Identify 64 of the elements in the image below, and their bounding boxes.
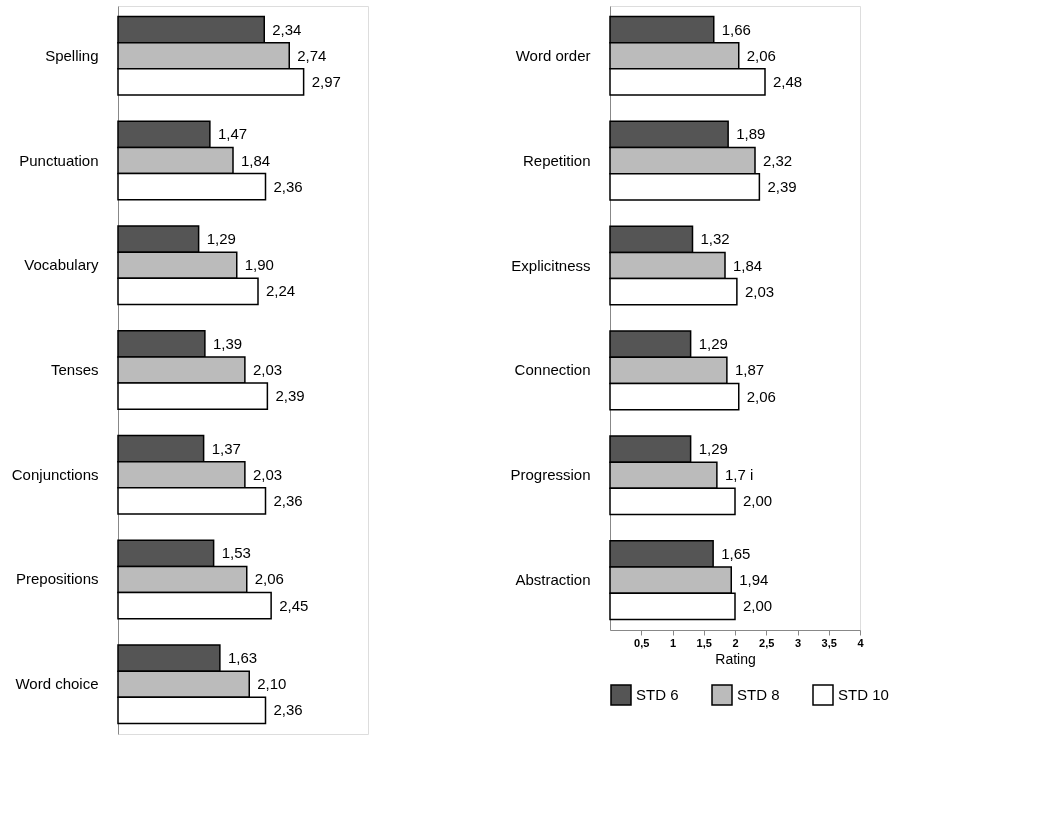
data-label: 1,94 xyxy=(739,571,769,589)
data-label: 1,29 xyxy=(206,230,236,248)
data-label: 1,66 xyxy=(721,20,751,38)
y-tick-label: Word order xyxy=(515,46,591,64)
data-label: 2,32 xyxy=(763,151,793,169)
data-label: 2,36 xyxy=(273,701,303,719)
x-tick-label: 4 xyxy=(857,636,865,649)
data-label: 1,87 xyxy=(734,361,765,379)
x-tick-label: 1 xyxy=(669,636,677,649)
data-label: 2,74 xyxy=(297,46,327,64)
y-tick-label: Abstraction xyxy=(515,571,591,589)
data-label: 1,37 xyxy=(211,439,241,457)
data-label: 2,39 xyxy=(767,177,797,195)
data-label: 2,03 xyxy=(252,465,283,483)
y-tick-label: Tenses xyxy=(50,361,99,378)
data-label: 1,89 xyxy=(736,125,766,143)
data-label: 1,63 xyxy=(227,649,258,667)
data-label: 1,84 xyxy=(241,151,271,169)
y-tick-label: Repetition xyxy=(522,151,591,169)
y-tick-label: Punctuation xyxy=(19,151,99,169)
x-tick-label: 0,5 xyxy=(634,636,650,649)
y-tick-label: Spelling xyxy=(45,46,99,64)
data-label: 2,00 xyxy=(743,492,773,510)
y-tick-label: Explicitness xyxy=(511,256,591,274)
data-label: 2,24 xyxy=(266,282,296,300)
x-tick-label: 2 xyxy=(732,636,739,649)
data-label: 1,53 xyxy=(221,544,251,562)
legend-label: STD 10 xyxy=(838,686,889,703)
data-label: 1,29 xyxy=(698,335,728,353)
data-label: 1,32 xyxy=(700,230,730,248)
data-label: 2,36 xyxy=(273,491,303,509)
y-tick-label: Vocabulary xyxy=(24,256,99,274)
legend-label: STD 8 xyxy=(737,686,780,703)
data-label: 2,97 xyxy=(311,72,341,90)
x-tick-label: 3,5 xyxy=(821,636,837,649)
data-label: 1,47 xyxy=(217,125,248,143)
x-axis-title: Rating xyxy=(715,650,756,667)
data-label: 2,10 xyxy=(257,675,287,693)
data-label: 2,03 xyxy=(744,282,775,300)
data-label: 2,00 xyxy=(743,597,773,615)
data-label: 1,39 xyxy=(212,334,243,352)
y-tick-label: Conjunctions xyxy=(11,465,99,483)
data-label: 2,45 xyxy=(279,596,309,614)
x-tick-label: 1,5 xyxy=(696,636,712,649)
data-label: 1,29 xyxy=(698,440,728,458)
data-label: 2,06 xyxy=(746,387,776,405)
data-label: 2,36 xyxy=(273,177,303,195)
data-label: 2,34 xyxy=(272,20,302,38)
legend-label: STD 6 xyxy=(636,686,679,703)
data-label: 2,06 xyxy=(746,46,776,64)
data-label: 1,84 xyxy=(733,256,763,274)
y-tick-label: Prepositions xyxy=(15,570,99,588)
data-label: 1,65 xyxy=(721,544,751,562)
data-label: 1,7 i xyxy=(724,466,754,484)
data-label: 2,06 xyxy=(254,570,284,588)
data-label: 2,03 xyxy=(252,361,283,378)
data-label: 2,39 xyxy=(275,387,305,405)
y-tick-label: Progression xyxy=(510,466,591,484)
y-tick-label: Connection xyxy=(514,361,591,379)
x-tick-label: 3 xyxy=(794,636,802,649)
x-tick-label: 2,5 xyxy=(759,636,775,649)
data-label: 2,48 xyxy=(773,72,803,90)
y-tick-label: Word choice xyxy=(15,675,99,693)
data-label: 1,90 xyxy=(244,256,274,274)
